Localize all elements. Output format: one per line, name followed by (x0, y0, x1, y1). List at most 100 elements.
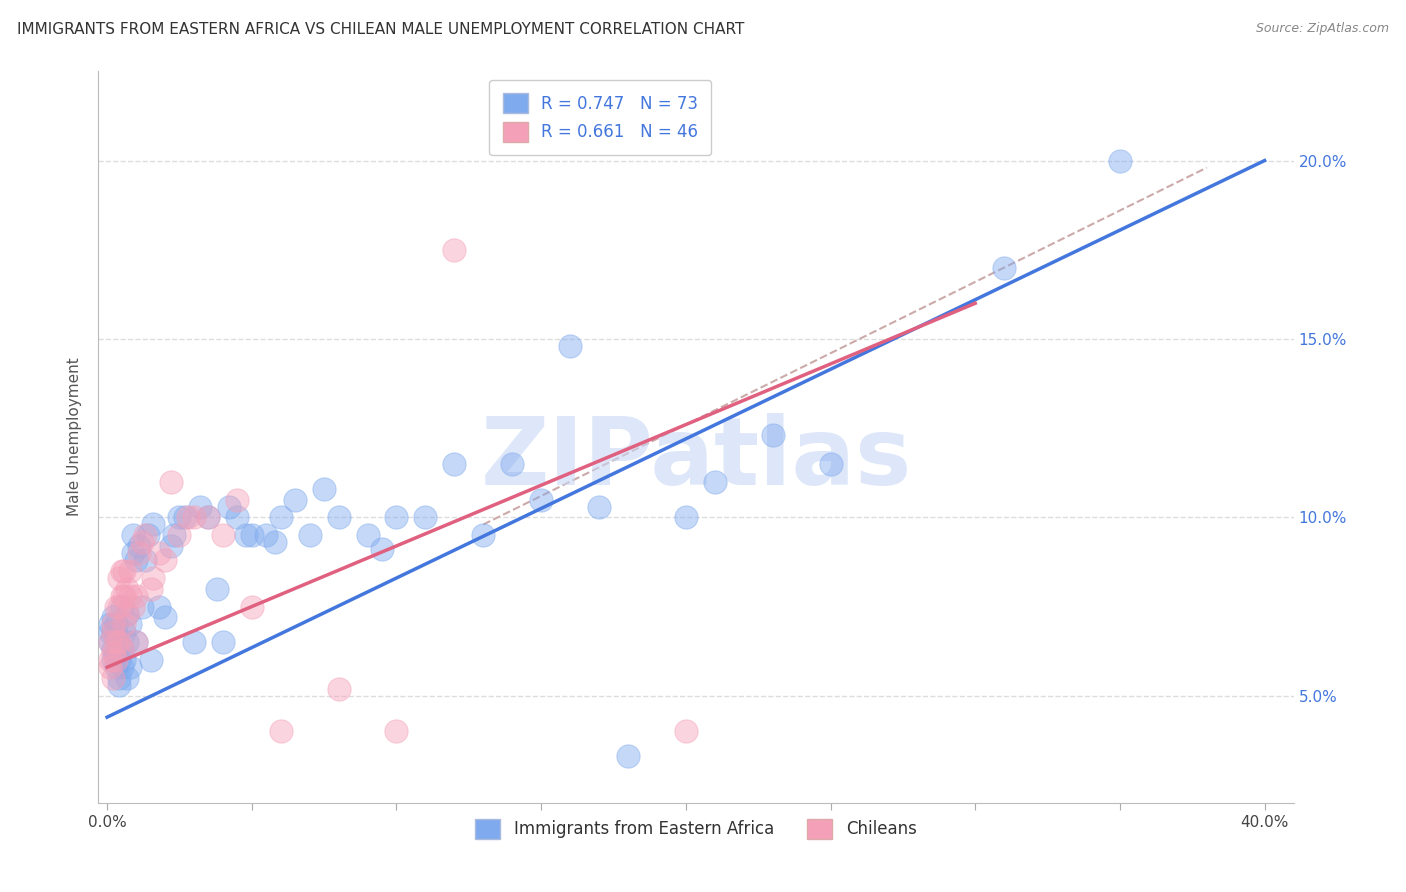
Point (159, 539, 181, 553)
Point (183, 510, 205, 524)
Text: ZIPatlas: ZIPatlas (481, 413, 911, 505)
Point (136, 528, 159, 542)
Point (117, 635, 139, 649)
Point (110, 642, 132, 657)
Point (211, 635, 233, 649)
Point (110, 660, 132, 674)
Point (240, 528, 263, 542)
Point (142, 517, 165, 532)
Point (131, 599, 153, 614)
Point (117, 607, 139, 621)
Point (148, 599, 170, 614)
Point (128, 546, 150, 560)
Point (107, 653, 129, 667)
Point (98, 660, 121, 674)
Point (104, 628, 127, 642)
Point (270, 724, 292, 739)
Point (762, 428, 785, 442)
Point (125, 553, 148, 567)
Point (328, 510, 350, 524)
Point (101, 642, 124, 657)
Point (197, 510, 219, 524)
Point (104, 617, 127, 632)
Point (169, 510, 191, 524)
Point (122, 599, 145, 614)
Point (284, 492, 307, 507)
Point (153, 610, 176, 624)
Point (675, 724, 697, 739)
Point (101, 646, 124, 660)
Point (107, 671, 129, 685)
Text: IMMIGRANTS FROM EASTERN AFRICA VS CHILEAN MALE UNEMPLOYMENT CORRELATION CHART: IMMIGRANTS FROM EASTERN AFRICA VS CHILEA… (17, 22, 744, 37)
Point (110, 599, 132, 614)
Point (110, 642, 132, 657)
Point (114, 564, 136, 578)
Point (110, 589, 132, 603)
Point (270, 510, 292, 524)
Point (472, 528, 495, 542)
Point (240, 599, 263, 614)
Point (371, 542, 394, 557)
Point (98, 617, 121, 632)
Point (107, 635, 129, 649)
Point (298, 528, 321, 542)
Point (443, 243, 465, 257)
Point (159, 475, 181, 489)
Point (385, 510, 408, 524)
Point (117, 607, 139, 621)
Point (226, 510, 249, 524)
Point (107, 571, 129, 585)
Point (443, 457, 465, 471)
Point (139, 653, 162, 667)
Text: Source: ZipAtlas.com: Source: ZipAtlas.com (1256, 22, 1389, 36)
Point (385, 724, 408, 739)
Point (125, 589, 148, 603)
Point (114, 617, 136, 632)
Point (218, 500, 240, 514)
Point (169, 528, 191, 542)
Point (415, 510, 437, 524)
Point (110, 564, 132, 578)
Point (197, 510, 219, 524)
Point (101, 617, 124, 632)
Point (114, 589, 136, 603)
Point (101, 610, 124, 624)
Point (1109, 153, 1132, 168)
Point (148, 546, 170, 560)
Point (104, 660, 127, 674)
Point (125, 635, 148, 649)
Point (101, 624, 124, 639)
Point (98, 653, 121, 667)
Point (117, 582, 139, 596)
Legend: Immigrants from Eastern Africa, Chileans: Immigrants from Eastern Africa, Chileans (468, 812, 924, 846)
Point (703, 475, 725, 489)
Point (205, 582, 228, 596)
Point (588, 500, 610, 514)
Point (122, 528, 145, 542)
Point (134, 528, 156, 542)
Point (104, 653, 127, 667)
Point (183, 635, 205, 649)
Point (125, 635, 148, 649)
Point (314, 482, 336, 496)
Point (188, 500, 211, 514)
Point (101, 671, 124, 685)
Point (120, 617, 142, 632)
Y-axis label: Male Unemployment: Male Unemployment (67, 358, 83, 516)
Point (235, 528, 257, 542)
Point (558, 339, 581, 353)
Point (993, 260, 1015, 275)
Point (820, 457, 842, 471)
Point (120, 660, 142, 674)
Point (101, 653, 124, 667)
Point (98, 635, 121, 649)
Point (530, 492, 553, 507)
Point (211, 528, 233, 542)
Point (101, 624, 124, 639)
Point (98, 624, 121, 639)
Point (104, 599, 127, 614)
Point (122, 546, 145, 560)
Point (139, 582, 162, 596)
Point (104, 646, 127, 660)
Point (120, 589, 142, 603)
